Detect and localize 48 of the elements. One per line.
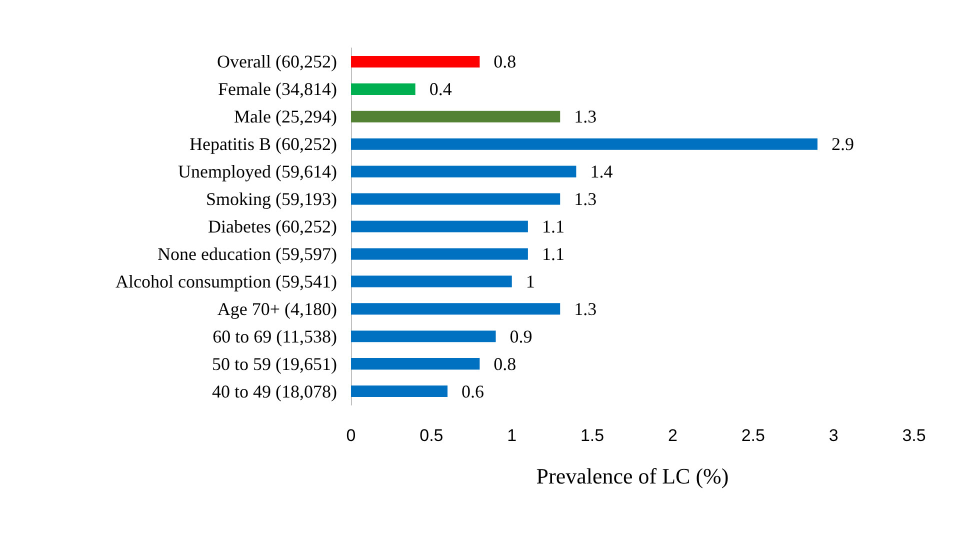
data-label: 1.1 xyxy=(542,216,564,236)
y-tick-label: 50 to 59 (19,651) xyxy=(212,354,337,374)
x-tick-label: 1 xyxy=(507,426,517,445)
x-tick-label: 3 xyxy=(828,426,838,445)
data-label: 1.3 xyxy=(574,106,597,127)
y-tick-label: Hepatitis B (60,252) xyxy=(190,134,337,154)
x-tick-label: 0.5 xyxy=(420,426,444,445)
data-label: 1.3 xyxy=(574,189,597,210)
y-tick-label: Female (34,814) xyxy=(218,79,338,100)
bar xyxy=(351,358,480,370)
bar xyxy=(351,248,528,260)
data-label: 0.8 xyxy=(494,354,516,374)
bar xyxy=(351,83,416,95)
x-axis-title: Prevalence of LC (%) xyxy=(536,464,729,488)
bar xyxy=(351,56,480,68)
data-label: 1 xyxy=(526,271,535,292)
bar xyxy=(351,220,528,232)
data-label: 0.9 xyxy=(510,326,532,346)
data-label: 1.4 xyxy=(590,162,613,182)
x-tick-label: 3.5 xyxy=(902,426,926,445)
x-tick-label: 1.5 xyxy=(580,426,604,445)
x-tick-label: 2 xyxy=(668,426,678,445)
bar xyxy=(351,166,576,178)
y-tick-label: Age 70+ (4,180) xyxy=(217,298,337,319)
x-tick-label: 2.5 xyxy=(741,426,765,445)
y-tick-label: 60 to 69 (11,538) xyxy=(212,326,337,346)
bar xyxy=(351,386,448,398)
bar xyxy=(351,303,560,315)
y-tick-label: 40 to 49 (18,078) xyxy=(212,381,337,402)
data-label: 0.6 xyxy=(462,381,484,402)
y-tick-label: Alcohol consumption (59,541) xyxy=(116,271,337,292)
data-label: 0.8 xyxy=(494,52,516,72)
bar xyxy=(351,193,560,205)
data-label: 1.3 xyxy=(574,298,597,319)
bar xyxy=(351,330,496,342)
y-tick-label: Smoking (59,193) xyxy=(206,189,337,210)
y-tick-label: Male (25,294) xyxy=(234,106,337,127)
data-label: 0.4 xyxy=(429,79,452,100)
data-label: 2.9 xyxy=(831,134,854,154)
bar xyxy=(351,276,512,288)
bar xyxy=(351,110,560,122)
y-tick-label: Diabetes (60,252) xyxy=(208,216,337,236)
x-tick-label: 0 xyxy=(346,426,356,445)
y-tick-label: Overall (60,252) xyxy=(217,52,337,72)
y-tick-label: Unemployed (59,614) xyxy=(178,162,338,182)
data-label: 1.1 xyxy=(542,244,564,264)
bar xyxy=(351,138,818,150)
y-tick-label: None education (59,597) xyxy=(158,244,337,264)
